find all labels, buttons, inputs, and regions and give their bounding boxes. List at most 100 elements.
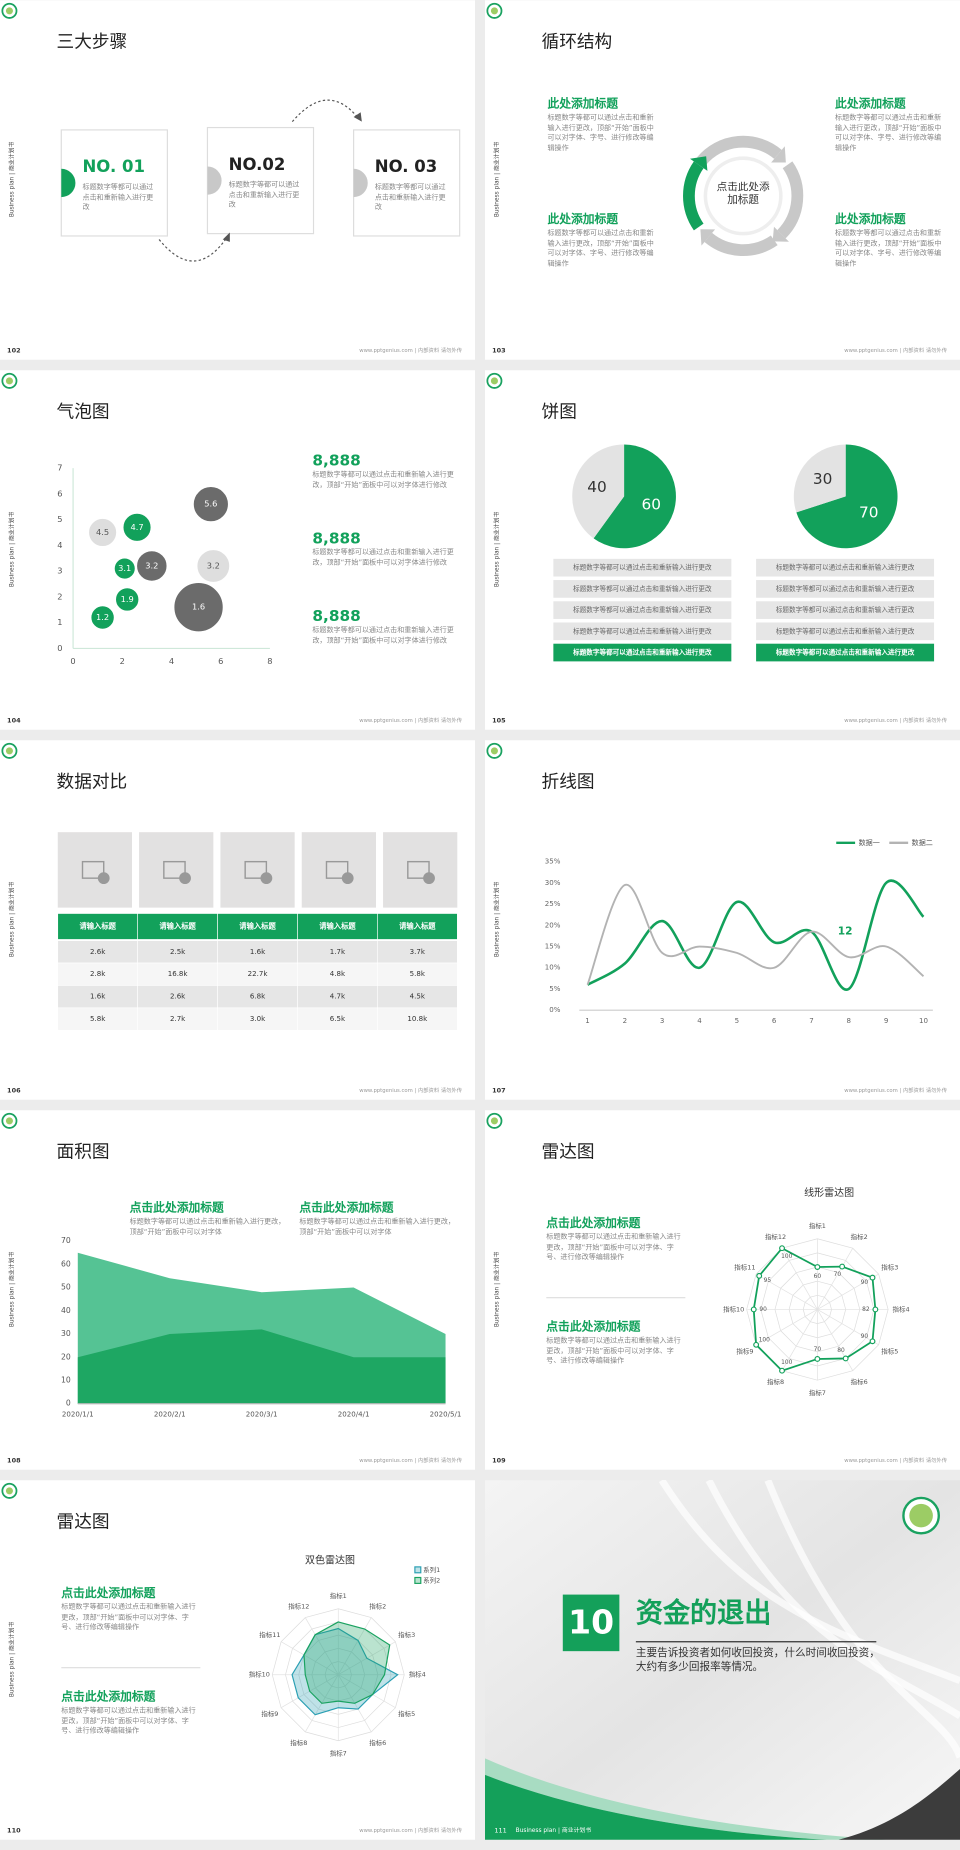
slide: 三大步骤 Business plan | 商业计划书 102 www.pptgeniu… <box>0 0 475 360</box>
footer: www.pptgenius.com | 内部资料 请勿外传 <box>359 1456 462 1464</box>
step-text-box: 标题数字等都可以通过点击和重新输入进行更改 <box>83 183 154 211</box>
slide-title: 气泡图 <box>57 402 110 423</box>
table-cell: 2.5k <box>170 947 186 956</box>
logo-inner <box>909 1503 933 1528</box>
text-row-bg <box>756 601 935 619</box>
block-heading: 此处添加标题 <box>547 96 618 110</box>
data-label: 90 <box>861 1280 869 1286</box>
block-heading: 此处添加标题 <box>835 212 906 226</box>
bubble <box>135 550 168 582</box>
data-label: 3.1 <box>118 563 131 573</box>
image-icon-plus <box>260 872 273 885</box>
block-heading: 点击此处添加标题 <box>61 1586 155 1600</box>
radar-spoke <box>817 1248 854 1310</box>
data-label: 30 <box>813 470 833 488</box>
chart-title: 双色雷达图 <box>305 1553 355 1566</box>
y-tick-label: 3 <box>57 566 62 576</box>
data-label: 3.2 <box>207 560 220 570</box>
step-text-box: 标题数字等都可以通过点击和重新输入进行更改 <box>229 181 300 209</box>
image-icon <box>163 860 186 879</box>
pie-slice <box>593 444 676 549</box>
page-number: 109 <box>492 1456 506 1464</box>
radar-point <box>753 1341 760 1348</box>
radar-point <box>779 1367 785 1374</box>
y-tick-label: 10% <box>545 963 561 972</box>
logo-inner <box>5 1117 13 1125</box>
cover-swoosh <box>485 1774 827 1840</box>
category-label: 指标9 <box>736 1346 753 1355</box>
table-cell: 2.7k <box>170 1014 186 1023</box>
table-cell: 4.7k <box>330 992 346 1001</box>
x-tick-label: 2020/1/1 <box>62 1409 94 1418</box>
radar-spoke <box>304 1617 339 1675</box>
data-label: 70 <box>814 1347 822 1353</box>
page-number: 102 <box>7 346 21 354</box>
radar-point <box>756 1272 763 1279</box>
image-icon <box>244 860 268 879</box>
radar-spoke <box>781 1248 818 1310</box>
category-label: 指标2 <box>851 1232 868 1241</box>
bubble <box>113 557 136 580</box>
data-label: 4.7 <box>130 522 143 532</box>
legend-label: 系列1 <box>423 1565 440 1574</box>
side-label: Business plan | 商业计划书 <box>492 882 500 958</box>
page-number: 103 <box>492 346 506 354</box>
data-label: 95 <box>764 1278 772 1284</box>
radar-spoke <box>337 1617 372 1675</box>
table-cell: 5.8k <box>410 969 426 978</box>
step-box <box>60 129 168 237</box>
slide-title: 雷达图 <box>57 1512 110 1533</box>
footer: www.pptgenius.com | 内部资料 请勿外传 <box>359 1826 462 1834</box>
category-label: 指标1 <box>809 1221 826 1230</box>
category-label: 指标6 <box>369 1738 386 1747</box>
arrowhead <box>222 232 230 242</box>
x-tick-label: 2020/4/1 <box>338 1409 370 1418</box>
stat-text: 标题数字等都可以通过点击和重新输入进行更改，顶部“开始”面板中可以对字体进行修改 <box>312 626 454 645</box>
bubble <box>192 485 230 523</box>
block-heading: 点击此处添加标题 <box>546 1320 640 1334</box>
y-tick-label: 15% <box>545 942 561 951</box>
side-label: Business plan | 商业计划书 <box>492 1252 500 1328</box>
image-icon-plus <box>97 872 110 885</box>
data-label: 1.9 <box>121 594 134 604</box>
block-text-box: 标题数字等都可以通过点击和重新输入进行更改，顶部“开始”面板中可以对字体、字号、… <box>61 1707 195 1735</box>
data-label: 60 <box>641 496 661 514</box>
x-tick-label: 6 <box>772 1016 777 1025</box>
text-row: 标题数字等都可以通过点击和重新输入进行更改 <box>776 584 915 593</box>
bubble <box>114 587 140 612</box>
y-tick-label: 5 <box>57 514 62 524</box>
table-cell: 2.6k <box>170 992 186 1001</box>
y-tick-label: 5% <box>549 984 560 993</box>
block-text-box: 标题数字等都可以通过点击和重新输入进行更改，顶部“开始”面板中可以对字体、字号、… <box>546 1337 680 1365</box>
chapter-subtitle: 主要告诉投资者如何收回投资，什么时间收回投资，大约有多少回报率等情况。 <box>635 1647 880 1674</box>
category-label: 指标4 <box>409 1670 426 1679</box>
side-label: Business plan | 商业计划书 <box>7 1622 15 1698</box>
table-header: 请输入标题 <box>79 921 116 930</box>
logo-inner <box>5 1487 13 1495</box>
slide-title: 折线图 <box>542 772 595 793</box>
table-header-cell <box>137 913 218 940</box>
slide-bg <box>485 740 960 1100</box>
image-icon <box>325 860 349 879</box>
category-label: 指标5 <box>398 1709 415 1718</box>
text-row-bg <box>553 558 732 577</box>
block-text-box: 标题数字等都可以通过点击和重新输入进行更改，顶部“开始”面板中可以对字体 <box>130 1218 286 1236</box>
x-tick-label: 6 <box>218 656 223 666</box>
x-tick-label: 8 <box>267 656 272 666</box>
radar-spoke <box>755 1273 818 1310</box>
block-heading: 此处添加标题 <box>547 212 618 226</box>
table-cell: 6.5k <box>330 1014 346 1023</box>
y-tick-label: 30% <box>545 878 561 887</box>
line-series <box>586 884 925 986</box>
table-cell: 10.8k <box>407 1014 428 1023</box>
image-placeholder <box>220 832 295 908</box>
block-text-box: 标题数字等都可以通过点击和重新输入进行更改，顶部“开始”面板中可以对字体 <box>299 1218 455 1236</box>
footer: www.pptgenius.com | 内部资料 请勿外传 <box>844 1456 947 1464</box>
slide-bg <box>485 1110 960 1470</box>
category-label: 指标1 <box>330 1591 347 1600</box>
page-number: 105 <box>492 716 506 724</box>
block-text-box: 标题数字等都可以通过点击和重新输入进行更改，顶部“开始”面板中可以对字体、字号、… <box>547 113 653 151</box>
y-tick-label: 0 <box>66 1399 71 1408</box>
data-label: 100 <box>759 1338 770 1344</box>
y-tick-label: 35% <box>545 857 561 866</box>
